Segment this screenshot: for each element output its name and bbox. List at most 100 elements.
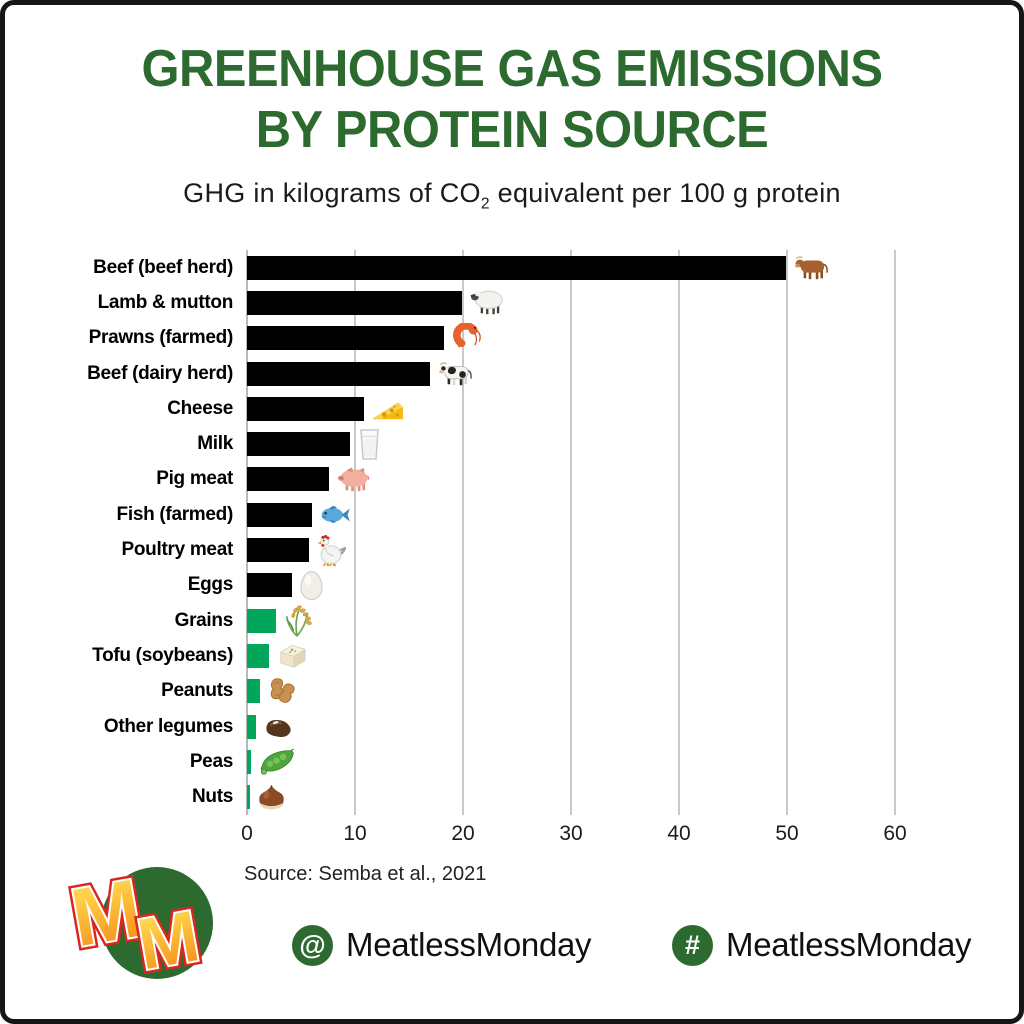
subtitle-suffix: equivalent per 100 g protein (489, 177, 841, 208)
category-label: Lamb & mutton (97, 291, 234, 313)
chart-row: Fish (farmed) (5, 497, 1019, 532)
rice-plant-icon (283, 604, 316, 637)
bar-track (247, 748, 1019, 776)
pea-pod-icon (258, 748, 295, 776)
co2-subscript: 2 (480, 195, 490, 213)
category-label: Tofu (soybeans) (92, 644, 233, 666)
chart-row: Milk (5, 426, 1019, 461)
x-tick-label: 30 (559, 822, 583, 845)
bar-track (247, 395, 1019, 422)
dairy-cow-icon (437, 360, 475, 388)
bar-track (247, 534, 1019, 567)
social-at-handle: @ MeatlessMonday (292, 923, 592, 967)
category-label: Milk (197, 433, 233, 455)
bar-track (247, 641, 1019, 670)
x-tick-label: 60 (883, 822, 907, 845)
tofu-icon (276, 641, 309, 670)
category-label: Peanuts (161, 680, 233, 702)
chart-row: Cheese (5, 391, 1019, 426)
category-label: Eggs (187, 574, 234, 596)
category-label: Nuts (191, 786, 233, 808)
bar-track (247, 254, 1019, 282)
rooster-icon (316, 534, 347, 567)
bar (247, 361, 430, 386)
pig-icon (336, 466, 370, 493)
category-label: Fish (farmed) (116, 503, 234, 525)
social-hashtag-handle: # MeatlessMonday (672, 923, 972, 967)
chart-row: Beef (beef herd) (5, 250, 1019, 285)
bar (247, 538, 309, 563)
fish-icon (319, 502, 352, 527)
gridline (894, 250, 896, 815)
sheep-icon (469, 288, 505, 317)
hashtag-handle-text: MeatlessMonday (726, 926, 972, 963)
x-tick-label: 40 (667, 822, 691, 845)
category-label: Other legumes (103, 715, 233, 737)
category-label: Beef (beef herd) (93, 256, 233, 278)
bar-track (247, 783, 1019, 812)
chart-row: Tofu (soybeans) (5, 638, 1019, 673)
chart-subtitle: GHG in kilograms of CO2 equivalent per 1… (5, 178, 1019, 213)
gridline (570, 250, 572, 815)
bar (247, 643, 269, 668)
category-label: Grains (174, 609, 234, 631)
chart-row: Peanuts (5, 674, 1019, 709)
at-handle-text: MeatlessMonday (346, 926, 592, 963)
bar (247, 679, 260, 704)
bar (247, 432, 350, 457)
bar-track (247, 713, 1019, 740)
grid-layer (5, 250, 1019, 815)
bar (247, 749, 252, 774)
category-label: Peas (189, 750, 233, 772)
logo-m2-fill: M (131, 896, 205, 986)
milk-glass-icon (357, 428, 382, 461)
hashtag-icon: # (672, 924, 713, 966)
gridline (786, 250, 788, 815)
peanuts-icon (267, 677, 300, 706)
bar-track (247, 322, 1019, 353)
bar-track (247, 677, 1019, 706)
cow-icon (793, 254, 831, 282)
chestnut-icon (257, 783, 286, 812)
category-label: Poultry meat (121, 539, 234, 561)
bar (247, 255, 786, 280)
category-label: Pig meat (156, 468, 233, 490)
x-tick-label: 0 (241, 822, 253, 845)
bar (247, 396, 364, 421)
bar-track (247, 428, 1019, 461)
category-label: Beef (dairy herd) (87, 362, 233, 384)
bar-chart: Beef (beef herd) Lamb & mutton Prawns (far… (5, 250, 1019, 850)
chart-row: Poultry meat (5, 532, 1019, 567)
x-tick-label: 20 (451, 822, 475, 845)
chart-row: Eggs (5, 568, 1019, 603)
bar-track (247, 466, 1019, 493)
chart-row: Lamb & mutton (5, 285, 1019, 320)
x-tick-label: 50 (775, 822, 799, 845)
gridline (354, 250, 356, 815)
gridline (678, 250, 680, 815)
chart-row: Nuts (5, 779, 1019, 814)
meatless-monday-logo: M M M M M M (61, 855, 221, 991)
subtitle-prefix: GHG in kilograms of CO (183, 177, 481, 208)
cheese-icon (371, 395, 405, 422)
bar (247, 573, 293, 598)
title-line-1: GREENHOUSE GAS EMISSIONS (141, 40, 883, 98)
bar (247, 785, 251, 810)
chart-row: Grains (5, 603, 1019, 638)
shrimp-icon (451, 322, 483, 353)
chart-row: Prawns (farmed) (5, 321, 1019, 356)
bar (247, 502, 312, 527)
category-label: Cheese (167, 397, 233, 419)
gridline (462, 250, 464, 815)
logo-letter-m2: M M M (127, 892, 226, 990)
bean-icon (263, 713, 294, 740)
bar-track (247, 604, 1019, 637)
x-tick-label: 10 (343, 822, 367, 845)
bar-track (247, 570, 1019, 601)
bar-track (247, 360, 1019, 388)
source-note: Source: Semba et al., 2021 (244, 863, 487, 885)
chart-row: Pig meat (5, 462, 1019, 497)
y-axis-line (246, 250, 248, 815)
chart-rows: Beef (beef herd) Lamb & mutton Prawns (far… (5, 250, 1019, 815)
